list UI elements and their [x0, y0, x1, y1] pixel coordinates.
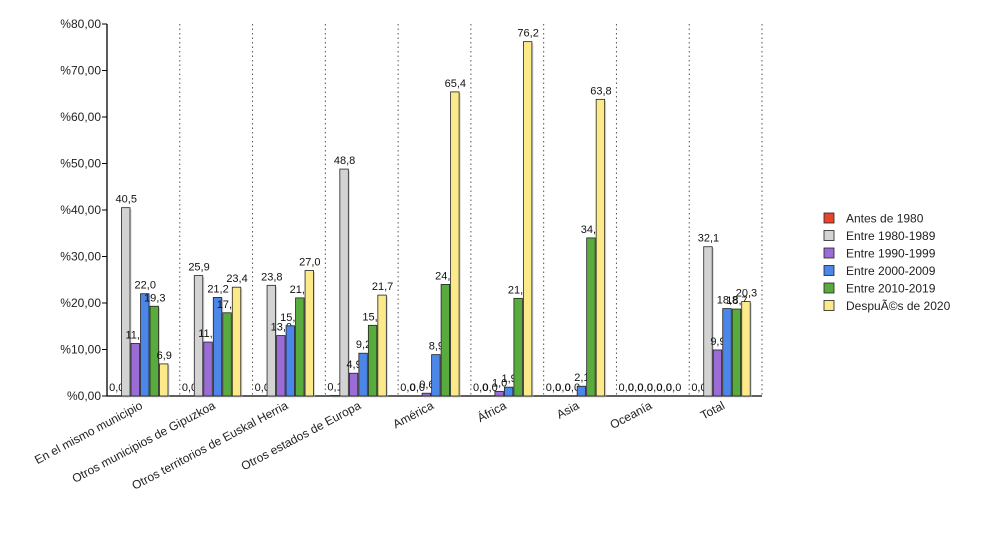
data-label: 0,0: [666, 382, 681, 394]
bar: [422, 393, 431, 396]
legend-label: Entre 1980-1989: [846, 229, 936, 243]
category-label: Oceanía: [608, 398, 655, 432]
bar: [432, 355, 441, 396]
data-label: 65,4: [445, 78, 466, 90]
bar: [713, 350, 722, 396]
y-tick-label: %50,00: [60, 157, 101, 171]
bar: [596, 99, 605, 396]
legend-label: Entre 2000-2009: [846, 264, 936, 278]
y-tick-label: %40,00: [60, 203, 101, 217]
bar: [587, 238, 596, 396]
legend-label: Entre 2010-2019: [846, 282, 936, 296]
legend-label: Antes de 1980: [846, 212, 924, 226]
bar: [495, 391, 504, 396]
data-label: 23,4: [226, 273, 247, 285]
y-tick-label: %60,00: [60, 110, 101, 124]
legend-swatch: [824, 266, 834, 276]
data-label: 20,3: [736, 288, 757, 300]
y-tick-label: %70,00: [60, 64, 101, 78]
category-label: América: [390, 398, 436, 431]
category-label: Otros estados de Europa: [239, 398, 364, 473]
y-tick-label: %80,00: [60, 17, 101, 31]
data-label: 48,8: [334, 155, 355, 167]
data-label: 32,1: [698, 233, 719, 245]
bar: [286, 326, 295, 396]
legend-swatch: [824, 301, 834, 311]
data-label: 40,5: [116, 194, 137, 206]
y-tick-label: %0,00: [67, 389, 101, 403]
bar: [732, 309, 741, 396]
data-label: 23,8: [261, 271, 282, 283]
bar: [296, 298, 305, 396]
legend-swatch: [824, 248, 834, 258]
bar: [723, 309, 732, 396]
bar: [141, 294, 150, 396]
y-tick-label: %10,00: [60, 343, 101, 357]
data-label: 21,2: [207, 283, 228, 295]
bar: [378, 295, 387, 396]
bar: [160, 364, 169, 396]
bar: [305, 270, 314, 396]
data-label: 27,0: [299, 256, 320, 268]
y-tick-label: %20,00: [60, 296, 101, 310]
bar: [742, 302, 751, 396]
bar: [577, 386, 586, 396]
bar: [277, 336, 286, 396]
bar: [131, 343, 140, 396]
bar: [441, 284, 450, 396]
data-label: 22,0: [135, 280, 156, 292]
y-tick-label: %30,00: [60, 250, 101, 264]
data-label: 21,7: [372, 281, 393, 293]
bar: [704, 247, 713, 396]
bar: [267, 285, 276, 396]
data-label: 6,9: [157, 350, 172, 362]
legend-swatch: [824, 283, 834, 293]
legend-swatch: [824, 231, 834, 241]
bar: [204, 342, 213, 396]
legend-swatch: [824, 213, 834, 223]
data-label: 19,3: [144, 292, 165, 304]
bar: [232, 287, 241, 396]
category-label: Asia: [554, 398, 581, 421]
bar: [504, 387, 513, 396]
bar: [223, 313, 232, 396]
bar: [523, 42, 532, 396]
data-label: 25,9: [188, 262, 209, 274]
bar: [514, 298, 523, 396]
legend-label: DespuÃ©s de 2020: [846, 299, 951, 313]
bar: [349, 373, 358, 396]
category-label: África: [475, 397, 509, 425]
bar: [122, 208, 131, 396]
bar: [368, 325, 377, 396]
bar: [451, 92, 460, 396]
legend-label: Entre 1990-1999: [846, 247, 936, 261]
category-label: Total: [698, 398, 727, 422]
bar: [213, 297, 222, 396]
data-label: 76,2: [517, 28, 538, 40]
data-label: 63,8: [590, 85, 611, 97]
bar: [359, 353, 368, 396]
